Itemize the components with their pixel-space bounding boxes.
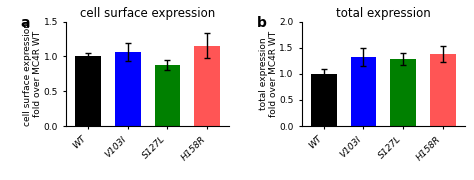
Y-axis label: cell surface expression
fold over MC4R WT: cell surface expression fold over MC4R W… [23, 22, 42, 126]
Title: cell surface expression: cell surface expression [80, 7, 215, 21]
Bar [351, 57, 376, 126]
Bar [390, 59, 416, 126]
Bar [115, 52, 141, 126]
Bar [194, 46, 220, 126]
Text: b: b [256, 16, 266, 30]
Title: total expression: total expression [336, 7, 431, 21]
Bar [311, 74, 337, 126]
Bar [75, 56, 101, 126]
Text: a: a [21, 16, 30, 30]
Y-axis label: total expression
fold over MC4R WT: total expression fold over MC4R WT [258, 31, 278, 117]
Bar [430, 54, 456, 126]
Bar [155, 65, 180, 126]
